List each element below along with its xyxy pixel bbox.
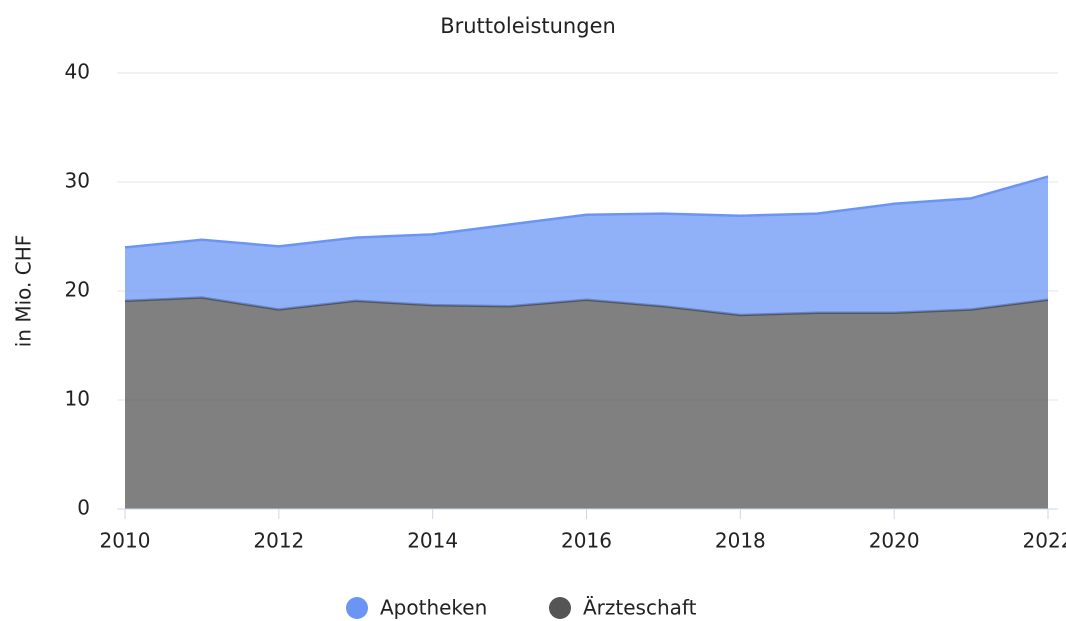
x-tick-label: 2012 xyxy=(253,529,304,553)
legend-marker xyxy=(346,597,368,619)
x-tick-label: 2016 xyxy=(561,529,612,553)
y-tick-label: 10 xyxy=(65,387,90,411)
legend-label: Apotheken xyxy=(380,596,487,620)
area-line xyxy=(124,175,1049,249)
area xyxy=(125,176,1048,315)
x-tick-label: 2014 xyxy=(407,529,458,553)
chart-title: Bruttoleistungen xyxy=(440,14,616,38)
area xyxy=(125,297,1048,509)
y-tick-label: 0 xyxy=(77,496,90,520)
x-tick-label: 2020 xyxy=(869,529,920,553)
x-tick-label: 2022 xyxy=(1023,529,1066,553)
legend-marker xyxy=(549,597,571,619)
y-tick-label: 30 xyxy=(65,169,90,193)
x-tick-label: 2010 xyxy=(100,529,151,553)
x-tick-label: 2018 xyxy=(715,529,766,553)
y-tick-label: 40 xyxy=(65,60,90,84)
y-axis-label: in Mio. CHF xyxy=(12,235,36,348)
legend-label: Ärzteschaft xyxy=(583,596,697,620)
y-tick-label: 20 xyxy=(65,278,90,302)
